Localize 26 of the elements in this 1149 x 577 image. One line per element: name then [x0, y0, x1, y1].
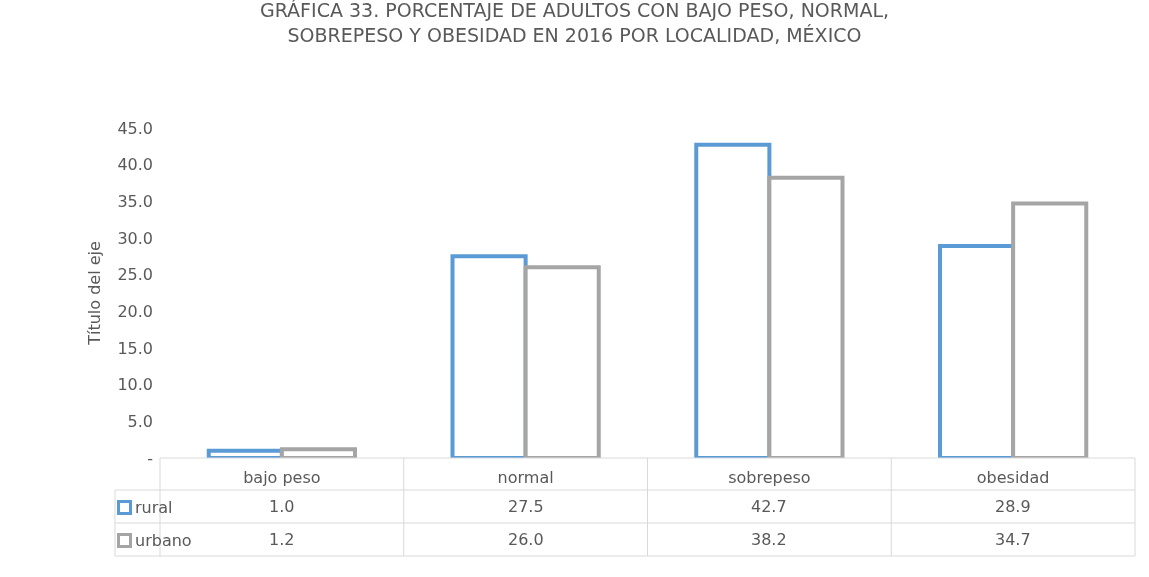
y-tick-label: 40.0: [117, 155, 153, 175]
y-tick-label: 20.0: [117, 301, 153, 321]
data-label: 28.9: [995, 497, 1031, 516]
y-axis-title: Título del eje: [85, 241, 105, 346]
data-label: 26.0: [508, 530, 544, 549]
legend-label: rural: [135, 497, 173, 517]
y-tick-label: 5.0: [127, 411, 153, 431]
y-tick-label: 35.0: [117, 191, 153, 211]
x-tick-label: obesidad: [976, 468, 1050, 487]
data-label: 42.7: [751, 497, 787, 516]
x-tick-label: bajo peso: [243, 468, 321, 487]
data-label: 34.7: [995, 530, 1031, 549]
chart-title: GRÁFICA 33. PORCENTAJE DE ADULTOS CON BAJO PESO, NORMAL, SOBREPESO Y OBESIDAD EN 2016 POR LOCALIDAD, MÉXICO: [259, 0, 890, 47]
legend-label: urbano: [135, 530, 192, 550]
y-tick-label: 30.0: [117, 228, 153, 248]
data-label: 1.0: [269, 497, 295, 516]
y-tick-label: 10.0: [117, 375, 153, 395]
y-tick-label: -: [147, 448, 153, 468]
data-label: 27.5: [508, 497, 544, 516]
y-tick-label: 15.0: [117, 338, 153, 358]
x-tick-label: sobrepeso: [728, 468, 811, 487]
data-label: 38.2: [751, 530, 787, 549]
data-label: 1.2: [269, 530, 295, 549]
y-tick-label: 25.0: [117, 265, 153, 285]
y-tick-label: 45.0: [117, 118, 153, 138]
x-tick-label: normal: [497, 468, 554, 487]
